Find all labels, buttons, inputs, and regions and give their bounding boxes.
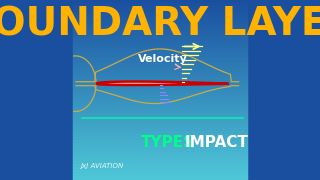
Bar — [73, 36, 247, 40]
Bar — [73, 102, 247, 105]
Polygon shape — [96, 82, 228, 85]
Bar — [73, 93, 247, 97]
Text: Velocity: Velocity — [138, 54, 188, 64]
Text: TYPES: TYPES — [141, 135, 195, 150]
Text: IMPACT: IMPACT — [185, 135, 249, 150]
Bar — [73, 161, 247, 165]
Bar — [73, 21, 247, 25]
Bar — [73, 113, 247, 118]
Bar — [73, 107, 247, 111]
Bar — [73, 66, 247, 70]
Bar — [73, 51, 247, 55]
Bar — [73, 149, 247, 153]
Bar — [73, 137, 247, 141]
Bar — [73, 158, 247, 162]
Bar — [73, 116, 247, 120]
Bar — [73, 72, 247, 76]
Bar — [73, 173, 247, 177]
Bar — [73, 87, 247, 91]
Bar — [73, 155, 247, 159]
Bar — [73, 0, 247, 4]
Bar — [73, 84, 247, 88]
Bar — [73, 78, 247, 82]
Bar — [73, 128, 247, 132]
Bar — [73, 167, 247, 171]
Bar — [73, 99, 247, 103]
Text: JxJ AVIATION: JxJ AVIATION — [80, 163, 123, 169]
Bar — [73, 90, 247, 94]
Bar — [73, 54, 247, 58]
Bar — [73, 164, 247, 168]
Bar — [73, 143, 247, 147]
Bar — [73, 81, 247, 85]
Bar — [73, 63, 247, 67]
Text: BOUNDARY LAYER: BOUNDARY LAYER — [0, 5, 320, 43]
Bar — [73, 105, 247, 109]
Bar — [73, 18, 247, 22]
Bar — [73, 111, 247, 114]
Bar — [73, 170, 247, 174]
Bar — [73, 42, 247, 46]
Bar — [73, 146, 247, 150]
Bar — [73, 134, 247, 138]
Bar — [73, 30, 247, 34]
Bar — [73, 140, 247, 144]
Bar — [73, 6, 247, 10]
Bar — [73, 75, 247, 79]
Bar — [73, 120, 247, 123]
Bar — [73, 33, 247, 37]
Bar — [73, 125, 247, 129]
Bar — [73, 15, 247, 19]
Bar — [73, 122, 247, 126]
Bar — [73, 9, 247, 13]
Bar — [73, 57, 247, 61]
Bar — [73, 24, 247, 28]
Bar — [73, 3, 247, 7]
Bar — [73, 96, 247, 100]
Bar — [73, 45, 247, 49]
Bar — [73, 12, 247, 16]
Bar — [73, 69, 247, 73]
Bar — [73, 60, 247, 64]
Bar — [73, 48, 247, 52]
Bar — [73, 176, 247, 180]
Bar — [73, 152, 247, 156]
Bar — [73, 27, 247, 31]
Bar — [73, 39, 247, 43]
Bar — [73, 131, 247, 135]
